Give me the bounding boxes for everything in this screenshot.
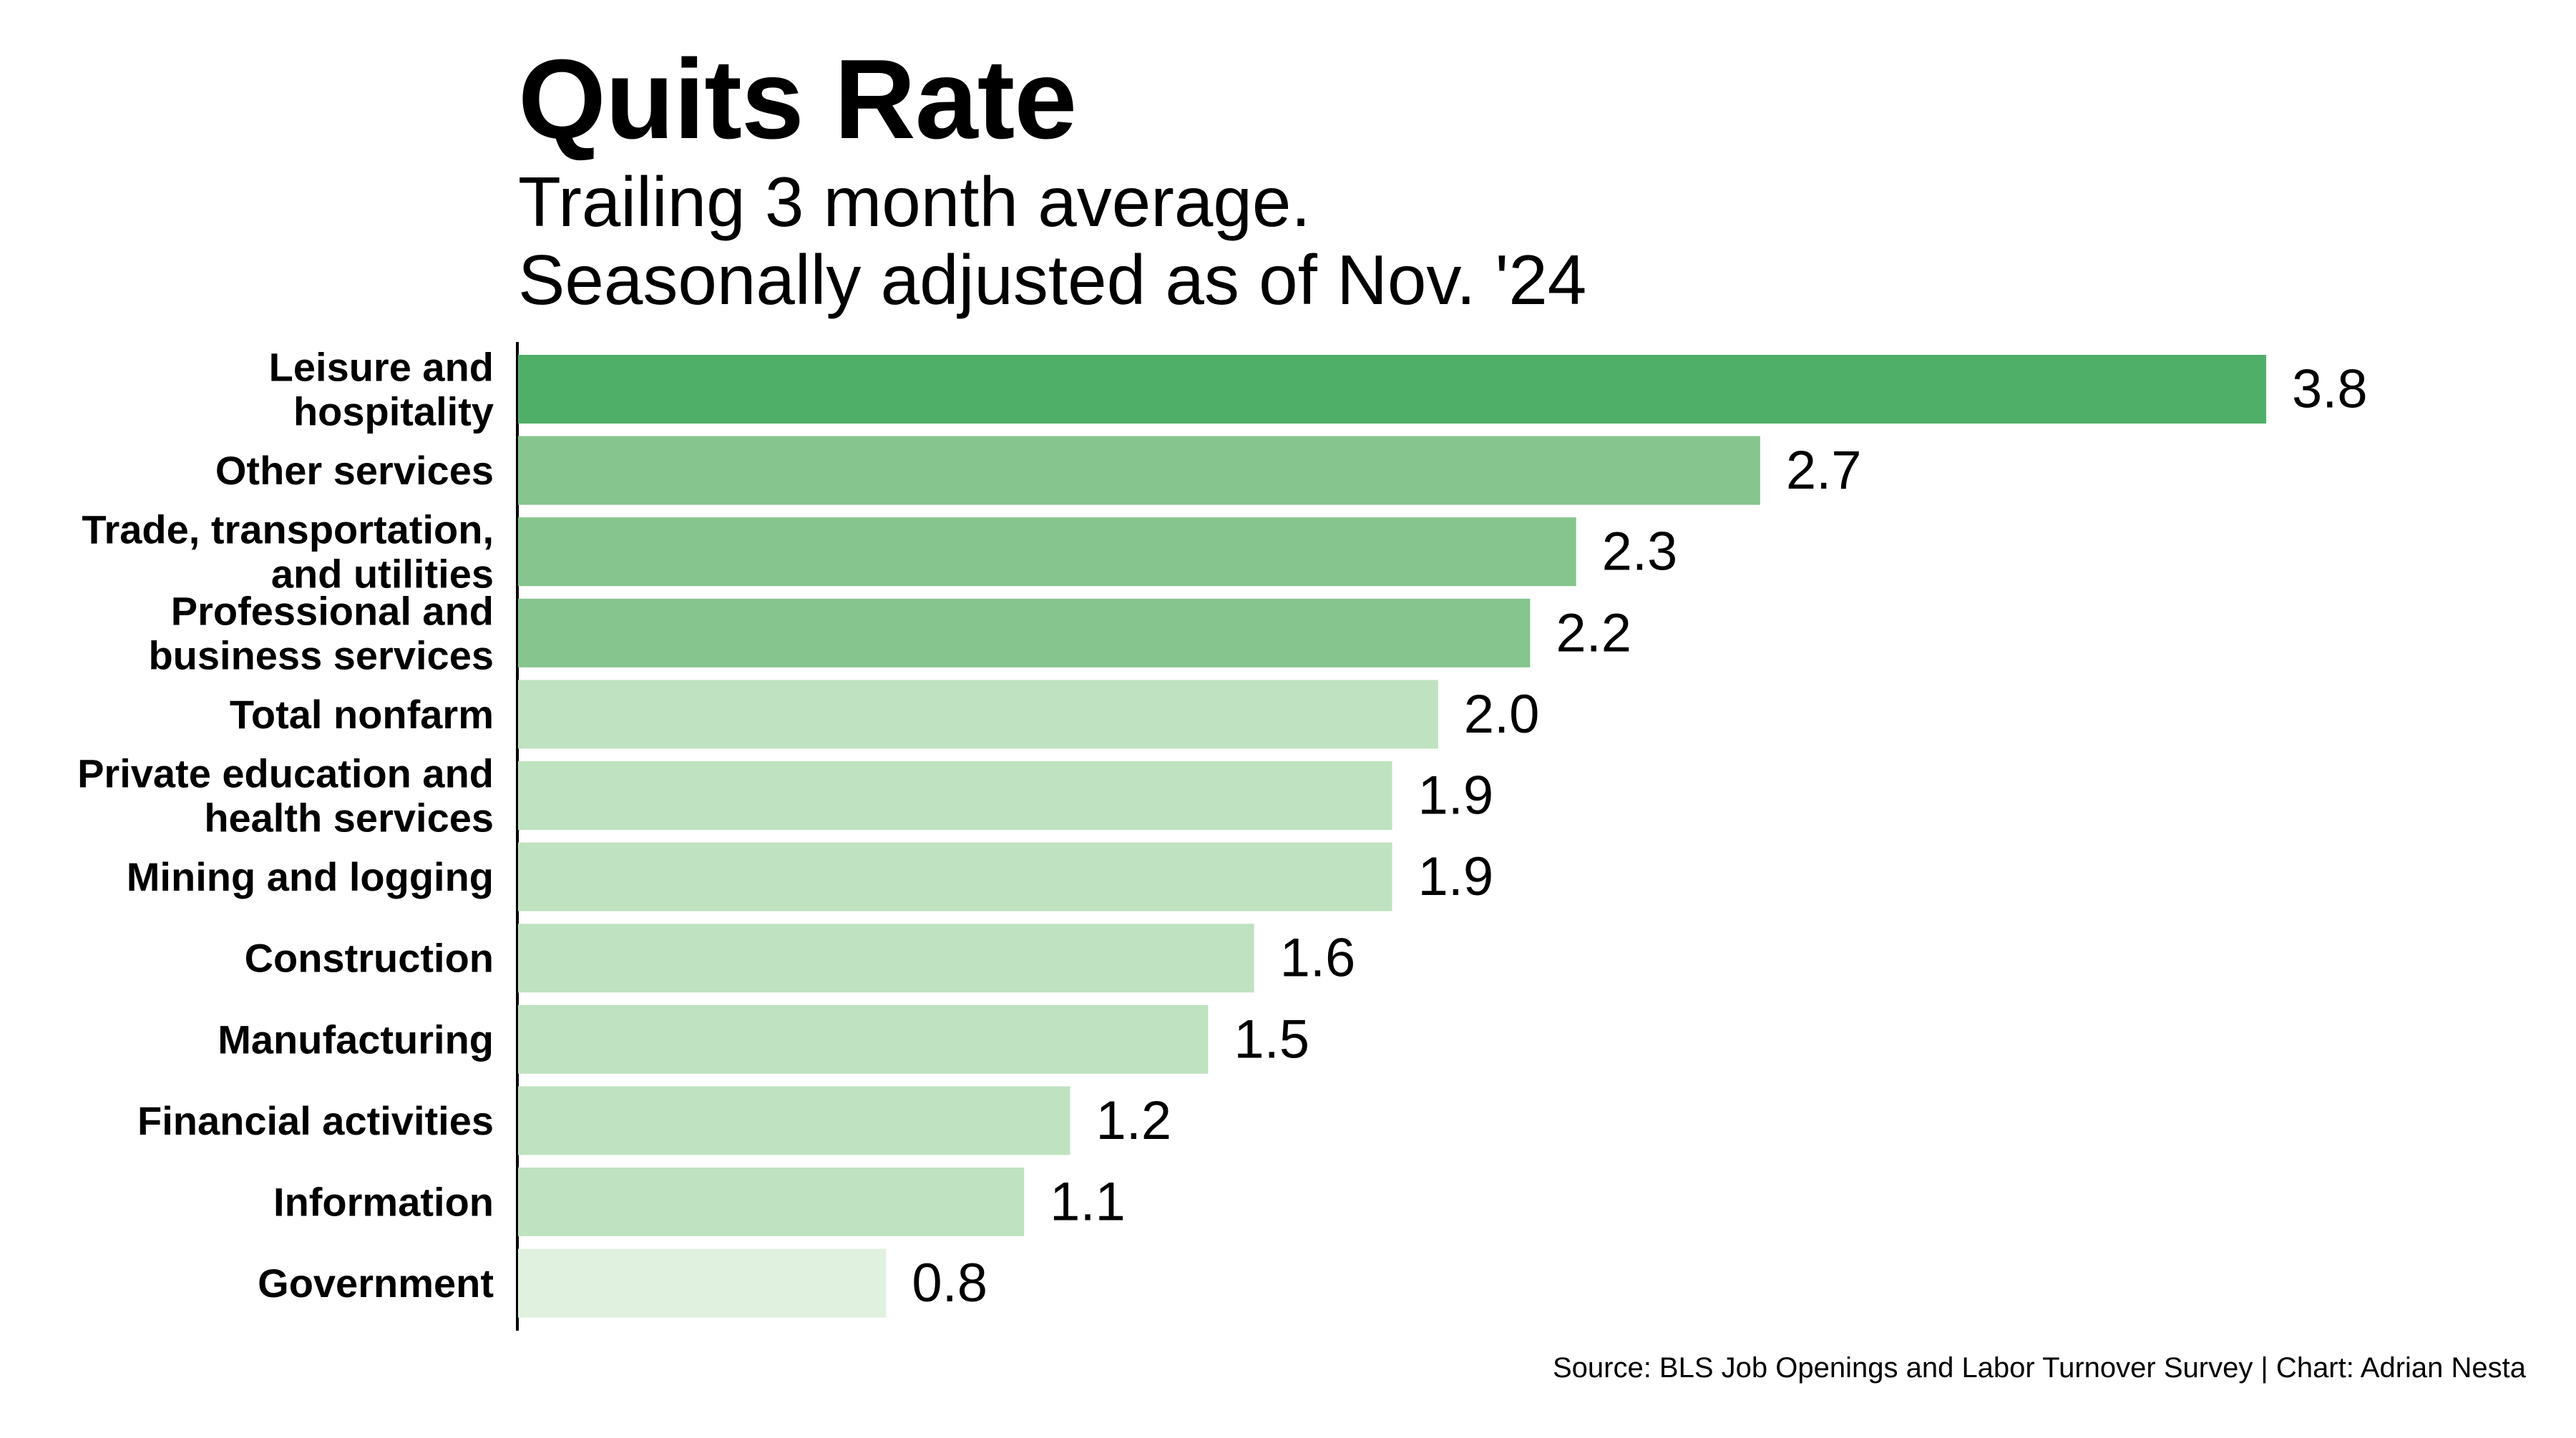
data-label: 2.3 bbox=[1602, 522, 1678, 582]
data-label: 2.0 bbox=[1464, 684, 1540, 745]
bar bbox=[518, 1004, 1209, 1074]
category-label: Construction bbox=[245, 936, 494, 981]
data-label: 1.9 bbox=[1418, 846, 1494, 907]
data-label: 1.9 bbox=[1418, 766, 1494, 826]
category-label-line: business services bbox=[148, 632, 494, 678]
data-label: 1.1 bbox=[1050, 1172, 1126, 1233]
category-label: Manufacturing bbox=[218, 1017, 494, 1062]
category-label-line: Leisure and bbox=[269, 345, 494, 390]
category-label-line: Manufacturing bbox=[218, 1017, 494, 1062]
bar bbox=[518, 436, 1760, 505]
source-credit: Source: BLS Job Openings and Labor Turno… bbox=[1552, 1352, 2526, 1384]
category-label-line: Construction bbox=[245, 936, 494, 981]
subtitle-line-1: Trailing 3 month average. bbox=[518, 162, 1311, 241]
bar bbox=[518, 842, 1392, 911]
bar bbox=[518, 1086, 1070, 1155]
data-label: 2.7 bbox=[1786, 440, 1862, 501]
data-label: 3.8 bbox=[2292, 359, 2368, 420]
category-label-line: Private education and bbox=[77, 751, 494, 796]
category-label-line: Professional and bbox=[171, 588, 494, 633]
subtitle-line-2: Seasonally adjusted as of Nov. '24 bbox=[518, 240, 1587, 319]
category-label: Total nonfarm bbox=[230, 692, 494, 737]
bar bbox=[518, 355, 2266, 424]
category-label-line: Total nonfarm bbox=[230, 692, 494, 737]
category-label: Information bbox=[273, 1180, 494, 1225]
category-label-line: and utilities bbox=[271, 552, 494, 597]
data-label: 1.2 bbox=[1096, 1090, 1171, 1151]
bar bbox=[518, 1168, 1025, 1236]
category-label-line: Mining and logging bbox=[127, 854, 494, 899]
category-label: Other services bbox=[215, 448, 494, 493]
bar bbox=[518, 761, 1392, 830]
data-label: 1.5 bbox=[1234, 1009, 1309, 1070]
bar bbox=[518, 598, 1531, 667]
data-label: 1.6 bbox=[1280, 928, 1356, 989]
category-label: Government bbox=[258, 1261, 494, 1306]
category-label-line: hospitality bbox=[293, 389, 494, 434]
bar bbox=[518, 1248, 887, 1318]
category-label: Professional and business services bbox=[148, 588, 494, 678]
category-label-line: Government bbox=[258, 1261, 494, 1306]
category-label-line: health services bbox=[204, 796, 494, 841]
category-label-line: Trade, transportation, bbox=[82, 507, 494, 552]
bar bbox=[518, 680, 1438, 749]
data-label: 0.8 bbox=[912, 1253, 987, 1314]
bar bbox=[518, 517, 1576, 587]
data-label: 2.2 bbox=[1556, 602, 1631, 663]
category-label: Financial activities bbox=[137, 1098, 494, 1143]
category-label: Private education and health services bbox=[77, 751, 494, 841]
category-label: Trade, transportation, and utilities bbox=[82, 507, 494, 597]
category-label: Leisure and hospitality bbox=[269, 345, 494, 434]
category-label: Mining and logging bbox=[127, 854, 494, 899]
chart-subtitle: Trailing 3 month average. Seasonally adj… bbox=[518, 163, 1586, 319]
bar bbox=[518, 924, 1254, 993]
category-label-line: Financial activities bbox=[137, 1098, 494, 1143]
chart-title: Quits Rate bbox=[518, 36, 1077, 162]
category-label-line: Other services bbox=[215, 448, 494, 493]
category-label-line: Information bbox=[273, 1180, 494, 1225]
